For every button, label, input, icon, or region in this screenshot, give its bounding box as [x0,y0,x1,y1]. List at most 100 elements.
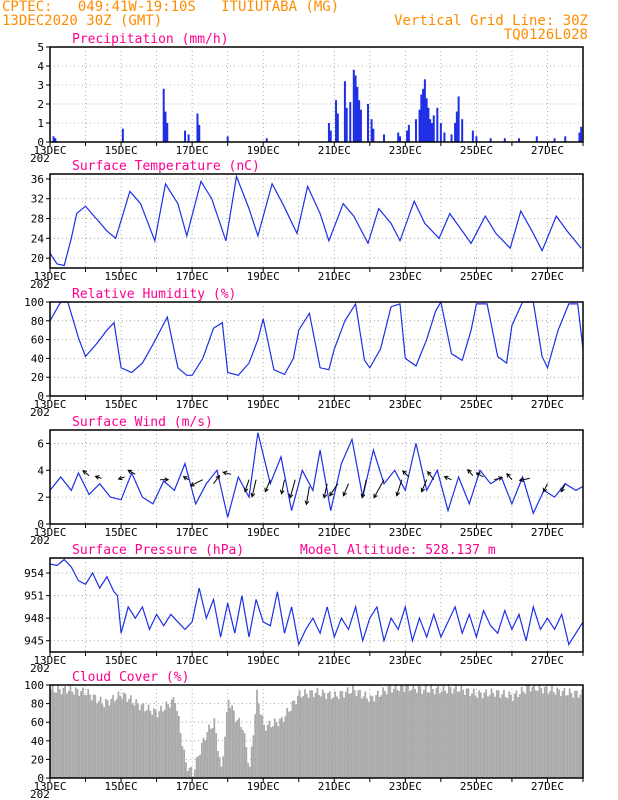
cloud-bar [94,694,97,778]
x-tick-label: 27DEC [531,270,564,283]
cloud-bar [401,685,404,778]
cloud-bar [323,692,326,778]
precip-bar [383,134,386,142]
cloud-bar [243,733,246,778]
precip-bar [354,75,357,142]
cloud-bar [138,710,141,778]
cloud-bar [447,685,450,778]
cloud-bar [163,710,166,778]
cloud-bar [296,695,299,778]
x-tick-label: 25DEC [460,654,493,667]
y-tick-label: 40 [31,352,44,365]
cloud-bar [64,686,66,778]
cloud-bar [213,718,216,778]
wind-arrowhead [322,493,328,499]
x-tick-label: 13DEC [33,526,66,539]
cloud-bar [87,689,90,778]
cloud-bar [543,686,546,778]
x-tick-label: 15DEC [105,654,138,667]
cloud-bar [456,691,459,778]
x-tick-label: 17DEC [176,654,209,667]
wind-arrowhead [498,476,504,481]
cloud-bar [551,685,553,778]
cloud-bar [321,689,324,778]
precip-bar [367,104,370,142]
series-line [49,432,584,518]
cloud-bar [312,697,315,778]
year-label: 202 [30,406,50,419]
cloud-bar [316,687,319,778]
wind-vector [305,486,310,505]
x-tick-label: 21DEC [318,398,351,411]
x-tick-label: 23DEC [389,654,422,667]
cloud-bar [302,696,305,778]
x-tick-label: 25DEC [460,398,493,411]
series-line [49,558,584,647]
precip-bar [418,109,421,142]
cloud-bar [225,712,228,778]
x-tick-label: 25DEC [460,526,493,539]
cloud-bar [247,762,249,778]
y-tick-label: 0 [37,136,44,149]
cloud-bar [78,695,81,778]
y-tick-label: 0 [37,518,44,531]
wind-vector [289,479,296,498]
cloud-bar [284,715,287,778]
wind-vector [519,477,530,481]
wind-arrowhead [395,491,401,497]
precip-bar [52,136,55,142]
cloud-bar [481,698,484,778]
cloud-bar [103,707,106,778]
cloud-bar [266,725,269,778]
wind-vector [361,479,367,498]
cloud-bar [479,692,482,778]
cloud-bar [234,722,237,778]
cloud-bar [176,710,178,778]
cloud-bar [62,687,65,778]
y-tick-label: 4 [37,60,44,73]
cloud-bar [199,754,202,778]
wind-arrowhead [518,477,524,483]
cloud-bar [65,693,68,778]
cloud-bar [463,694,466,778]
cloud-bar [460,685,463,778]
cloud-bar [558,689,560,778]
cloud-bar [311,690,313,778]
panel-title: Precipitation (mm/h) [72,32,229,47]
precip-bar [406,130,409,142]
precip-bar [343,81,346,142]
wind-vector [244,479,250,492]
y-tick-label: 954 [24,567,44,580]
cloud-bar [179,732,182,778]
wind-vector [494,477,503,481]
cloud-bar [339,690,342,778]
cloud-bar [503,689,505,778]
precip-bar [535,136,538,142]
cloud-bar [488,695,491,778]
cloud-bar [60,694,63,778]
cloud-bar [515,690,518,778]
cloud-bar [380,695,383,778]
wind-arrowhead [427,470,432,476]
panel-frame [49,684,584,779]
cloud-bar [440,691,443,778]
cloud-bar [256,689,258,778]
cloud-bar [371,696,374,778]
cloud-bar [346,687,349,778]
cloud-bar [158,711,161,778]
cloud-bar [245,747,248,778]
cloud-bar [384,690,386,778]
y-tick-label: 20 [31,371,44,384]
y-tick-label: 20 [31,753,44,766]
cloud-bar [508,691,511,778]
cloud-bar [293,700,296,778]
wind-arrowhead [373,493,378,499]
wind-vector [444,476,452,481]
cloud-bar [458,691,461,778]
cloud-bar [446,693,448,778]
cloud-bar [385,694,388,778]
x-tick-label: 25DEC [460,144,493,157]
cloud-bar [67,691,70,778]
cloud-bar [170,699,173,778]
cloud-bar [279,718,281,778]
